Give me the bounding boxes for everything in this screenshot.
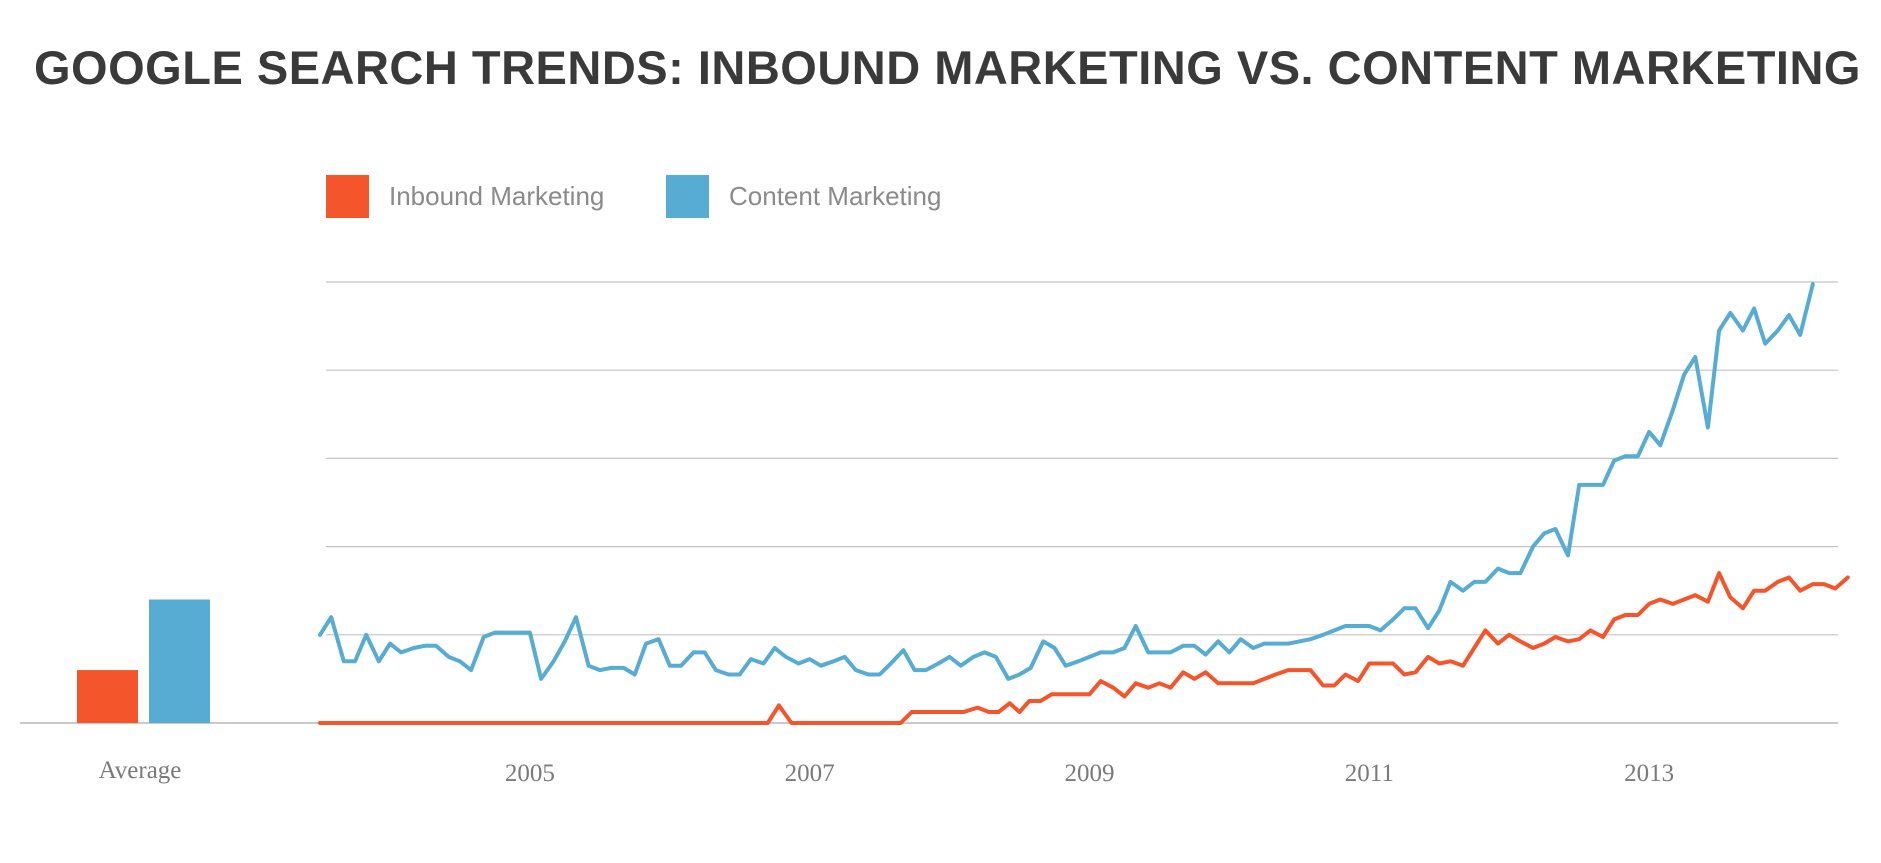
legend-swatch-content [666, 175, 709, 218]
x-tick-labels: 2005 2007 2009 2011 2013 [505, 760, 1674, 787]
legend: Inbound Marketing Content Marketing [326, 175, 941, 218]
x-tick-label: 2011 [1345, 760, 1394, 787]
average-label: Average [99, 757, 182, 784]
series-lines [318, 282, 1850, 725]
series-line-inbound [318, 571, 1850, 725]
gridlines [326, 281, 1838, 636]
legend-swatch-inbound [326, 175, 369, 218]
chart-title: GOOGLE SEARCH TRENDS: INBOUND MARKETING … [34, 41, 1861, 94]
series-line-content [318, 282, 1815, 681]
legend-label-content: Content Marketing [729, 181, 941, 211]
average-bars [77, 599, 210, 723]
x-tick-label: 2009 [1064, 760, 1114, 787]
x-tick-label: 2013 [1624, 760, 1674, 787]
average-bar-content [149, 599, 210, 723]
x-tick-label: 2005 [505, 760, 555, 787]
x-tick-label: 2007 [785, 760, 835, 787]
legend-label-inbound: Inbound Marketing [389, 181, 604, 211]
average-bar-inbound [77, 670, 138, 723]
